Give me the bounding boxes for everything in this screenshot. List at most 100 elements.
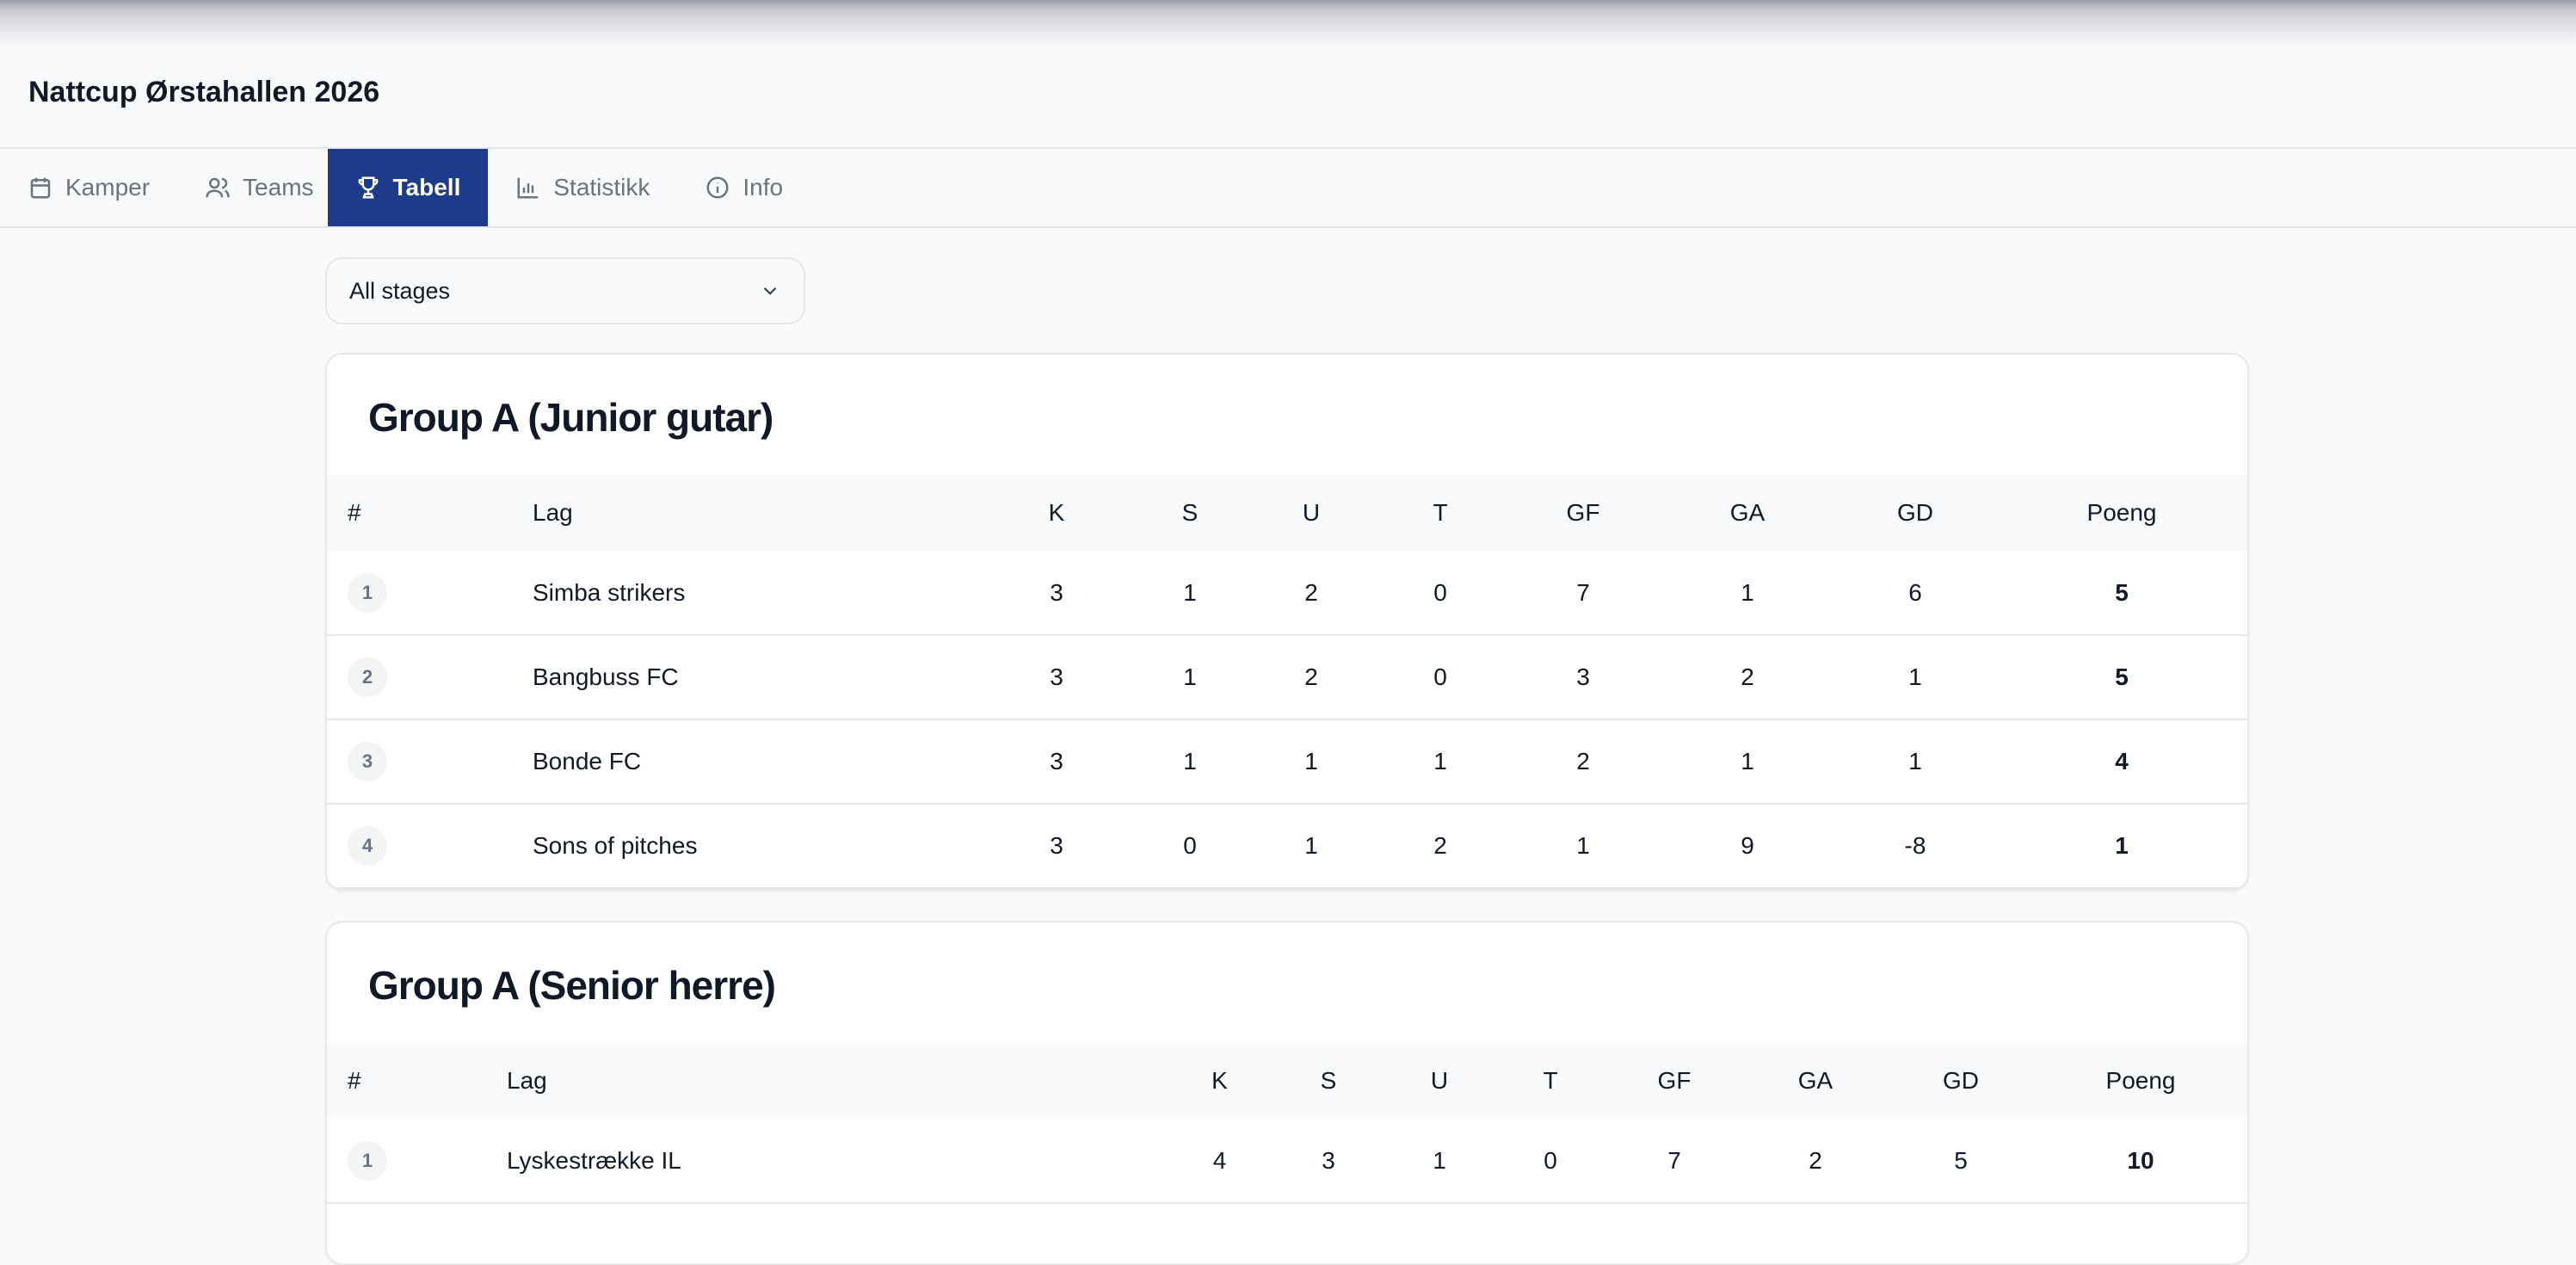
cell-rank: 3 bbox=[327, 719, 512, 805]
table-row[interactable]: 4 Sons of pitches 3 0 1 2 1 9 -8 1 bbox=[327, 804, 2247, 889]
cell-rank: 1 bbox=[327, 1119, 486, 1204]
stage-select[interactable]: All stages bbox=[325, 257, 805, 324]
rank-badge: 2 bbox=[348, 657, 387, 697]
cell-won: 1 bbox=[1132, 635, 1248, 720]
calendar-icon bbox=[30, 177, 51, 199]
page-title: Nattcup Ørstahallen 2026 bbox=[28, 76, 380, 108]
standings-table: # Lag K S U T GF GA GD Poeng 1 Simba strikers 3 1 2 0 7 1… bbox=[327, 475, 2247, 889]
cell-won: 3 bbox=[1273, 1119, 1384, 1204]
cell-team: Sons of pitches bbox=[512, 804, 981, 889]
cell-won: 1 bbox=[1132, 719, 1248, 805]
header-won: S bbox=[1320, 1067, 1337, 1094]
header-goals-for: GF bbox=[1566, 499, 1600, 526]
header-draw: U bbox=[1430, 1067, 1449, 1094]
group-card: Group A (Junior gutar) # Lag K S U T GF GA GD Poe… bbox=[325, 353, 2249, 891]
cell-draw: 1 bbox=[1384, 1119, 1495, 1204]
users-icon bbox=[206, 177, 230, 198]
cell-goals-for: 3 bbox=[1506, 635, 1661, 720]
cell-goal-diff: 6 bbox=[1834, 551, 1996, 636]
cell-points: 5 bbox=[1996, 551, 2247, 636]
cell-lost: 1 bbox=[1375, 719, 1506, 805]
cell-draw: 1 bbox=[1248, 804, 1375, 889]
header-draw: U bbox=[1302, 499, 1321, 526]
cell-goals-against: 1 bbox=[1661, 551, 1834, 636]
tab-teams[interactable]: Teams bbox=[177, 149, 341, 226]
header-points: Poeng bbox=[2105, 1067, 2176, 1094]
table-row[interactable]: 2 Bangbuss FC 3 1 2 0 3 2 1 5 bbox=[327, 635, 2247, 720]
bar-chart-icon bbox=[517, 177, 539, 199]
chevron-down-icon bbox=[763, 287, 777, 295]
cell-goals-against: 9 bbox=[1661, 804, 1834, 889]
cell-rank: 2 bbox=[327, 635, 512, 720]
header-played: K bbox=[1211, 1067, 1228, 1094]
cell-goals-against: 2 bbox=[1661, 635, 1834, 720]
tab-info[interactable]: Info bbox=[677, 149, 810, 226]
cell-played: 3 bbox=[981, 719, 1132, 805]
tab-kamper[interactable]: Kamper bbox=[0, 149, 177, 226]
tab-bar: Kamper Teams Tabell Statistikk Info bbox=[0, 147, 2576, 228]
cell-rank: 4 bbox=[327, 804, 512, 889]
header-goals-for: GF bbox=[1657, 1067, 1692, 1094]
cell-lost: 0 bbox=[1375, 635, 1506, 720]
rank-badge: 3 bbox=[348, 742, 387, 781]
cell-goals-against: 1 bbox=[1661, 719, 1834, 805]
cell-team: Lyskestrække IL bbox=[486, 1119, 1166, 1204]
table-row[interactable]: 1 Simba strikers 3 1 2 0 7 1 6 5 bbox=[327, 551, 2247, 636]
cell-goal-diff: 5 bbox=[1888, 1119, 2034, 1204]
cell-won: 1 bbox=[1132, 551, 1248, 636]
cell-rank: 1 bbox=[327, 551, 512, 636]
tab-label: Tabell bbox=[392, 174, 461, 201]
tab-tabell[interactable]: Tabell bbox=[327, 149, 489, 226]
cell-goals-for: 7 bbox=[1506, 551, 1661, 636]
cell-goals-for: 7 bbox=[1605, 1119, 1743, 1204]
cell-team: Bonde FC bbox=[512, 719, 981, 805]
group-title: Group A (Junior gutar) bbox=[368, 395, 773, 440]
cell-lost: 2 bbox=[1375, 804, 1506, 889]
cell-draw: 2 bbox=[1248, 551, 1375, 636]
table-row[interactable]: 3 Bonde FC 3 1 1 1 2 1 1 4 bbox=[327, 719, 2247, 805]
cell-draw: 2 bbox=[1248, 635, 1375, 720]
cell-goals-against: 2 bbox=[1743, 1119, 1888, 1204]
tab-label: Statistikk bbox=[553, 174, 650, 201]
cell-goals-for: 1 bbox=[1506, 804, 1661, 889]
group-title: Group A (Senior herre) bbox=[368, 963, 776, 1008]
top-shadow bbox=[0, 0, 2576, 52]
cell-played: 3 bbox=[981, 551, 1132, 636]
tab-label: Info bbox=[743, 174, 784, 201]
cell-lost: 0 bbox=[1375, 551, 1506, 636]
header-goal-diff: GD bbox=[1943, 1067, 1979, 1094]
header-points: Poeng bbox=[2086, 499, 2157, 526]
rank-badge: 1 bbox=[348, 1140, 387, 1181]
header-team: Lag bbox=[507, 1067, 547, 1094]
rank-badge: 1 bbox=[348, 572, 387, 613]
standings-table: # Lag K S U T GF GA GD Poeng 1 Lyskestrække IL 4 3 1 0 7… bbox=[327, 1043, 2247, 1204]
stage-select-value: All stages bbox=[349, 277, 451, 304]
cell-played: 4 bbox=[1166, 1119, 1273, 1204]
cell-points: 1 bbox=[1996, 804, 2247, 889]
header-team: Lag bbox=[533, 499, 573, 526]
cell-goal-diff: 1 bbox=[1834, 635, 1996, 720]
header-won: S bbox=[1181, 499, 1199, 526]
trophy-icon bbox=[358, 176, 378, 199]
header-lost: T bbox=[1433, 499, 1448, 526]
rank-badge: 4 bbox=[348, 826, 387, 866]
cell-points: 10 bbox=[2034, 1119, 2247, 1204]
info-icon bbox=[706, 176, 729, 199]
cell-points: 5 bbox=[1996, 635, 2247, 720]
cell-goal-diff: 1 bbox=[1834, 719, 1996, 805]
cell-played: 3 bbox=[981, 635, 1132, 720]
tab-statistikk[interactable]: Statistikk bbox=[488, 149, 677, 226]
cell-goal-diff: -8 bbox=[1834, 804, 1996, 889]
header-rank: # bbox=[348, 1067, 361, 1094]
cell-goals-for: 2 bbox=[1506, 719, 1661, 805]
header-lost: T bbox=[1543, 1067, 1558, 1094]
cell-draw: 1 bbox=[1248, 719, 1375, 805]
header-goal-diff: GD bbox=[1897, 499, 1933, 526]
cell-won: 0 bbox=[1132, 804, 1248, 889]
cell-points: 4 bbox=[1996, 719, 2247, 805]
header-goals-against: GA bbox=[1729, 499, 1766, 526]
table-row[interactable]: 1 Lyskestrække IL 4 3 1 0 7 2 5 10 bbox=[327, 1119, 2247, 1204]
tab-label: Teams bbox=[243, 174, 314, 201]
cell-played: 3 bbox=[981, 804, 1132, 889]
header-rank: # bbox=[348, 499, 361, 526]
